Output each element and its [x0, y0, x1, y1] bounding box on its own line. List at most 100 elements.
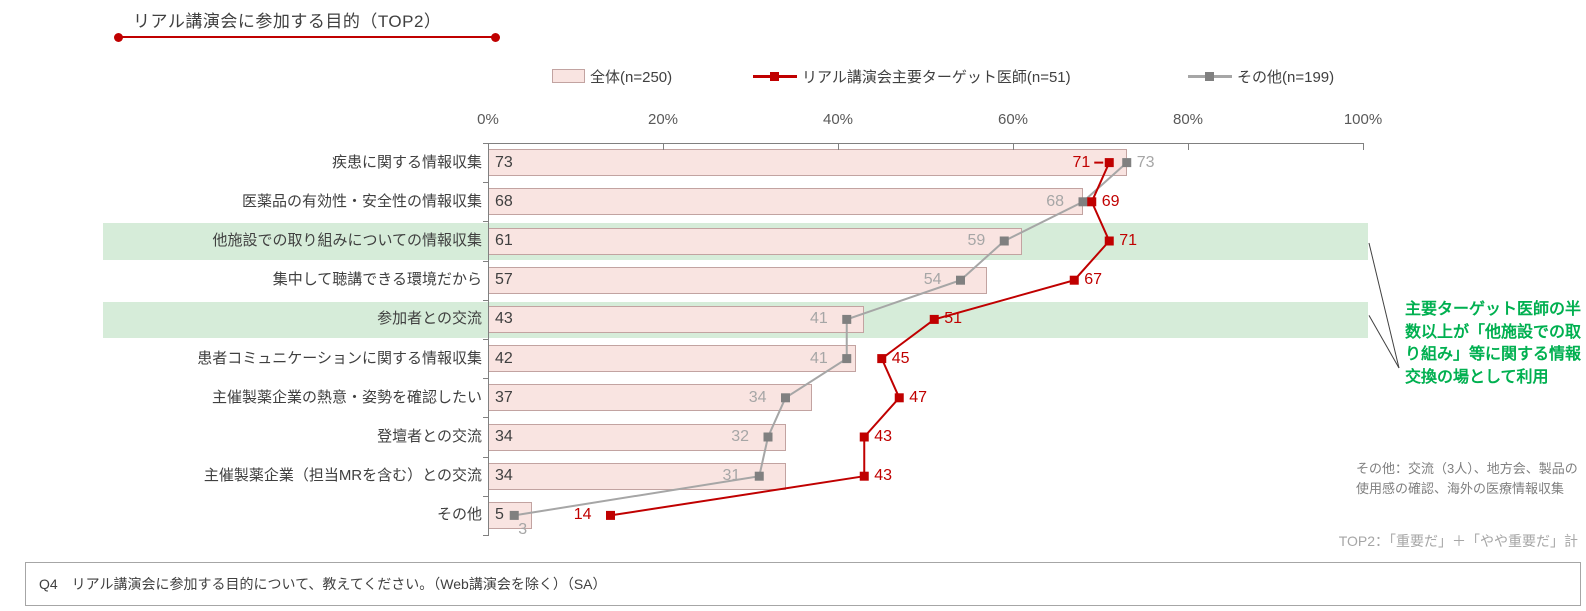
target-value-label: 71 [1072, 153, 1091, 171]
target-value-label: 71 [1119, 232, 1138, 249]
others-value-label: 3 [518, 521, 528, 539]
x-axis-tick [1363, 144, 1364, 150]
legend-label-target: リアル講演会主要ターゲット医師(n=51) [802, 68, 1071, 86]
gray-line-swatch-icon [1188, 71, 1232, 81]
others-value-label: 59 [967, 232, 986, 249]
bar-total [488, 345, 856, 373]
bar-value-label: 34 [495, 428, 513, 445]
target-series-marker [606, 510, 615, 520]
chart-title: リアル講演会に参加する目的（TOP2） [133, 12, 442, 31]
bar-total [488, 305, 865, 333]
underline-dot-left [114, 32, 123, 42]
x-axis-tick [663, 144, 664, 150]
x-axis-tick [1188, 144, 1189, 150]
others-value-label: 32 [731, 428, 749, 445]
others-series-marker [1122, 158, 1132, 168]
target-value-label: 67 [1084, 271, 1103, 289]
bar-swatch-icon [552, 69, 585, 83]
category-label: 医薬品の有効性・安全性の情報収集 [241, 192, 482, 210]
x-axis-tick [838, 144, 839, 150]
question-text: Q4 リアル講演会に参加する目的について、教えてください。（Web講演会を除く）… [39, 576, 607, 592]
target-series-marker [1069, 275, 1079, 285]
y-axis-tick [483, 535, 488, 536]
others-value-label: 31 [722, 467, 741, 485]
bar-value-label: 68 [495, 192, 513, 210]
target-series-marker [894, 393, 904, 403]
category-label: 参加者との交流 [377, 310, 482, 328]
others-value-label: 54 [923, 271, 942, 289]
target-value-label: 43 [874, 428, 893, 445]
others-series-marker [763, 432, 773, 442]
bar-value-label: 5 [495, 506, 504, 524]
y-axis-line [488, 143, 489, 536]
bar-value-label: 37 [495, 388, 513, 406]
others-series-marker [956, 275, 965, 285]
category-label: 集中して聴講できる環境だから [272, 271, 482, 289]
bar-total [488, 266, 987, 294]
others-series-marker [842, 314, 852, 324]
bar-value-label: 73 [495, 153, 513, 171]
others-series-marker [1078, 197, 1088, 207]
y-axis-tick [483, 182, 488, 184]
y-axis-tick [483, 417, 488, 419]
bar-value-label: 34 [495, 467, 513, 485]
others-value-label: 41 [809, 310, 828, 328]
others-series-marker [754, 471, 764, 481]
x-axis-tick-label: 60% [997, 111, 1029, 128]
target-value-label: 47 [909, 388, 928, 406]
legend-label-others: その他(n=199) [1237, 68, 1335, 86]
x-axis-tick [1013, 144, 1014, 150]
bar-total [488, 227, 1022, 255]
category-label: 疾患に関する情報収集 [331, 153, 482, 171]
red-line-swatch-icon [753, 71, 797, 81]
bar-total [488, 423, 786, 451]
y-axis-tick [483, 339, 488, 340]
others-value-label: 73 [1136, 153, 1155, 171]
annotation-leader-line [1368, 315, 1400, 369]
target-value-label: 45 [891, 349, 910, 367]
y-axis-tick [483, 378, 488, 380]
y-axis-tick [483, 456, 488, 458]
x-axis-tick-label: 0% [477, 111, 499, 128]
underline-dot-right [491, 32, 500, 42]
legend-item-target: リアル講演会主要ターゲット医師(n=51) [753, 67, 1071, 86]
target-value-label: 43 [874, 467, 893, 485]
others-value-label: 68 [1046, 192, 1064, 210]
target-series-marker [1087, 197, 1097, 207]
y-axis-tick [483, 143, 488, 144]
x-axis-tick-label: 100% [1343, 111, 1383, 128]
bar-value-label: 43 [495, 310, 513, 328]
target-value-label: 51 [944, 310, 963, 328]
x-axis-tick-label: 80% [1172, 111, 1204, 128]
bar-total [488, 462, 786, 490]
bar-total [488, 384, 812, 412]
x-axis-tick [488, 144, 489, 150]
target-series-marker [859, 432, 869, 442]
target-series-marker [877, 354, 887, 364]
others-breakdown-note: その他：交流（3人）、地方会、製品の使用感の確認、海外の医療情報収集 [1356, 461, 1578, 496]
x-axis-line [488, 143, 1364, 144]
target-series-marker [1104, 158, 1114, 168]
bar-total [488, 188, 1083, 216]
category-label: 患者コミュニケーションに関する情報収集 [197, 349, 482, 367]
annotation-text: 主要ターゲット医師の半数以上が「他施設での取り組み」等に関する情報交換の場として… [1405, 301, 1582, 387]
target-series-marker [929, 314, 939, 324]
category-label: 他施設での取り組みについての情報収集 [212, 232, 482, 249]
title-underline [114, 32, 500, 42]
others-series-marker [781, 393, 790, 403]
legend-item-others: その他(n=199) [1188, 67, 1335, 86]
y-axis-tick [483, 221, 488, 223]
others-value-label: 34 [748, 388, 767, 406]
bar-value-label: 42 [495, 349, 513, 367]
category-label: その他 [436, 506, 482, 524]
top2-definition-note: TOP2：「重要だ」＋「やや重要だ」計 [1338, 533, 1578, 549]
x-axis-tick-label: 40% [822, 111, 854, 128]
target-series-marker [1104, 236, 1114, 246]
others-value-label: 41 [809, 349, 828, 367]
legend-item-total: 全体(n=250) [552, 67, 672, 86]
category-label: 登壇者との交流 [377, 428, 482, 445]
target-value-label: 69 [1101, 192, 1120, 210]
